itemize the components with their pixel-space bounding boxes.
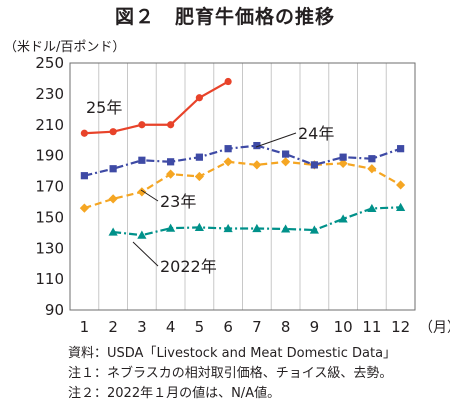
x-tick-label: 8 — [281, 318, 291, 336]
data-point — [224, 77, 232, 86]
data-point — [137, 230, 147, 239]
data-point — [224, 145, 232, 153]
data-point — [368, 155, 376, 163]
series-label-leader — [140, 189, 159, 202]
series-label-leader — [132, 241, 159, 267]
data-point — [252, 160, 262, 170]
x-tick-label: 3 — [137, 318, 147, 336]
data-point — [223, 157, 233, 167]
data-point — [137, 187, 147, 197]
plot-area-border — [69, 62, 416, 311]
series-label-leader — [255, 132, 297, 148]
data-point — [282, 150, 290, 158]
data-point — [80, 172, 88, 180]
series-label: 2022年 — [160, 257, 217, 276]
x-tick-label: 2 — [108, 318, 118, 336]
series-line — [84, 160, 402, 210]
data-point — [396, 180, 406, 190]
data-point — [194, 171, 204, 182]
data-point — [281, 157, 291, 167]
figure-title: 図２ 肥育牛価格の推移 — [114, 6, 335, 28]
data-point — [396, 202, 406, 211]
data-point — [223, 223, 233, 233]
data-point — [339, 153, 347, 161]
x-tick-label: 12 — [391, 318, 410, 336]
data-point — [367, 164, 377, 174]
y-tick-label: 230 — [35, 85, 64, 103]
data-point — [79, 203, 89, 213]
y-tick-label: 170 — [35, 178, 64, 196]
y-tick-label: 250 — [35, 54, 64, 72]
x-tick-label: 11 — [362, 318, 381, 336]
series-label: 24年 — [298, 124, 334, 143]
x-tick-label: 6 — [223, 318, 233, 336]
x-tick-label: 9 — [310, 318, 320, 336]
note-2: 注２：2022年１月の値は、N/A値。 — [68, 386, 281, 401]
series-line — [84, 144, 401, 177]
series-label: 25年 — [86, 98, 122, 117]
data-point — [310, 161, 318, 169]
data-point — [309, 225, 319, 234]
data-point — [338, 214, 348, 223]
data-point — [194, 222, 204, 232]
data-point — [338, 158, 348, 168]
data-point — [138, 156, 146, 164]
data-point — [167, 158, 175, 166]
x-axis-unit-label: （月） — [419, 320, 450, 336]
data-point — [253, 141, 261, 150]
data-point — [195, 153, 203, 161]
note-1: 注１：ネブラスカの相対取引価格、チョイス級、去勢。 — [68, 366, 393, 381]
x-tick-label: 10 — [334, 318, 353, 336]
y-tick-label: 130 — [35, 239, 64, 257]
y-tick-label: 90 — [45, 301, 64, 319]
source-note: 資料：USDA「Livestock and Meat Domestic Data… — [68, 346, 397, 361]
data-point — [109, 165, 117, 173]
y-tick-label: 210 — [35, 116, 64, 134]
data-point — [138, 121, 146, 129]
y-axis-unit-label: （米ドル/百ポンド） — [4, 40, 126, 55]
data-point — [167, 121, 175, 129]
data-point — [166, 223, 176, 232]
series-line — [84, 80, 229, 135]
x-tick-label: 7 — [252, 318, 262, 336]
data-point — [109, 128, 117, 136]
data-point — [367, 203, 377, 213]
x-tick-label: 5 — [195, 318, 205, 336]
y-tick-label: 190 — [35, 147, 64, 165]
data-point — [108, 227, 118, 236]
data-point — [252, 223, 262, 233]
y-tick-label: 150 — [35, 208, 64, 226]
data-point — [397, 145, 405, 153]
x-tick-label: 4 — [166, 318, 176, 336]
data-point — [281, 224, 291, 233]
series-label: 23年 — [160, 192, 196, 211]
data-point — [108, 194, 118, 204]
y-tick-label: 110 — [35, 270, 64, 288]
chart-notes: 資料：USDA「Livestock and Meat Domestic Data… — [68, 344, 396, 404]
data-point — [80, 129, 88, 137]
data-point — [195, 94, 203, 102]
x-tick-label: 1 — [80, 318, 90, 336]
data-point — [166, 169, 176, 179]
